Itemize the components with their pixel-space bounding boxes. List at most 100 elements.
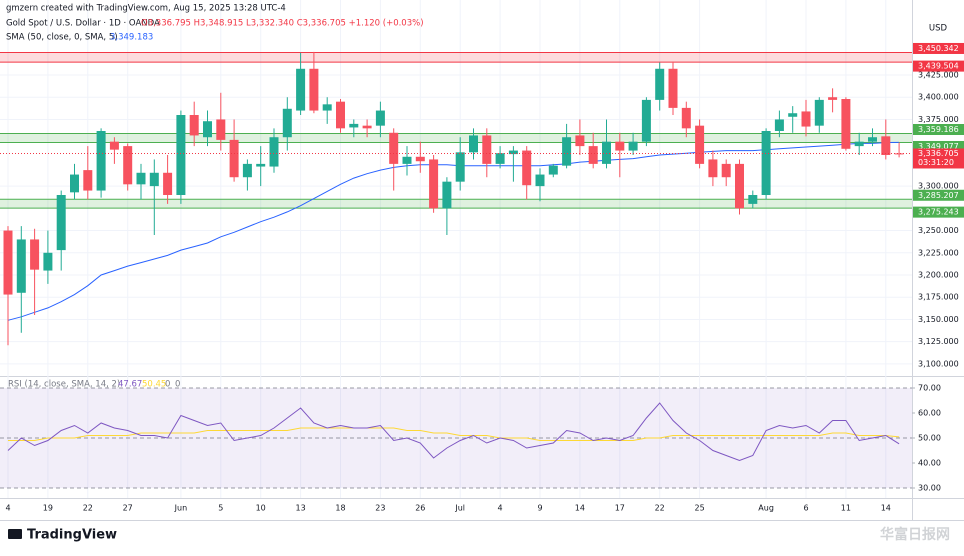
candle-body [615,141,625,151]
price-tag-label: 3,336.705 [918,149,959,158]
candle-body [814,99,824,126]
price-tag-label: 3,450.342 [918,44,959,53]
candle-body [429,159,439,209]
x-tick-label: 13 [296,504,306,513]
candle-body [16,239,26,293]
y-tick-label: 60.00 [918,409,941,418]
candle-body [562,137,572,166]
x-tick-label: Jul [454,504,465,513]
rsi-legend-extra: 0 [165,380,170,390]
y-tick-label: 40.00 [918,459,941,468]
candle-body [628,141,638,151]
x-tick-label: 19 [43,504,53,513]
price-tag [913,124,964,136]
candle-body [30,239,40,270]
price-tag-label: 3,285.207 [918,191,959,200]
candle-body [96,131,106,191]
x-tick-label: 4 [5,504,10,513]
x-tick-label: 27 [123,504,133,513]
candle-body [881,136,891,155]
x-tick-label: 25 [695,504,705,513]
candle-body [109,141,119,150]
rsi-sma-legend-value: 50.45 [142,380,166,390]
candle-body [695,125,705,164]
y-tick-label: 3,250.000 [918,226,959,235]
x-tick-label: 18 [335,504,345,513]
rsi-legend-value: 47.67 [118,380,142,390]
x-tick-label: 23 [375,504,385,513]
x-tick-label: Aug [758,504,774,513]
zone [0,133,912,143]
y-tick-label: 30.00 [918,484,941,493]
candle-body [602,141,611,164]
y-tick-label: 3,400.000 [918,93,959,102]
candle-body [588,146,598,164]
candle-body [389,132,399,164]
candle-body [123,146,133,185]
y-tick-label: 3,200.000 [918,271,959,280]
candle-body [522,150,532,186]
countdown-label: 03:31:20 [918,158,954,167]
candle-body [482,135,492,164]
price-tag-label: 3,359.186 [918,125,959,134]
candle-body [269,137,279,167]
currency: USD [929,24,948,34]
y-tick-label: 70.00 [918,384,941,393]
candle-body [375,110,385,126]
y-tick-label: 3,150.000 [918,315,959,324]
x-tick-label: 22 [655,504,665,513]
y-tick-label: 3,300.000 [918,182,959,191]
candle-body [708,159,718,178]
x-tick-label: 26 [415,504,425,513]
x-tick-label: 5 [218,504,223,513]
candle-body [216,119,226,140]
candle-body [189,115,199,136]
rsi-line [7,402,900,462]
candle-body [163,172,173,195]
rsi-sma-line [8,427,900,441]
candle-body [894,153,904,155]
candle-body [655,68,665,100]
candle-body [641,99,651,142]
sma-line [7,141,900,321]
x-tick-label: 14 [575,504,585,513]
candle-body [761,131,771,195]
sma-legend: SMA (50, close, 0, SMA, 5) [6,33,118,43]
x-tick-label: 4 [498,504,503,513]
candle-body [774,119,784,131]
attribution: gmzern created with TradingView.com, Aug… [6,4,286,14]
candle-body [402,156,412,164]
candle-body [548,165,558,175]
candle-body [508,150,518,155]
candle-body [362,125,372,129]
candle-body [455,152,465,182]
y-tick-label: 3,175.000 [918,293,959,302]
price-tag [913,60,964,72]
candle-body [242,163,252,178]
rsi-legend-extra: 0 [175,380,180,390]
rsi-legend: RSI (14, close, SMA, 14, 2) [8,380,120,390]
y-tick-label: 50.00 [918,434,941,443]
price-tag [913,140,964,152]
x-tick-label: 6 [803,504,808,513]
candle-body [3,230,13,295]
x-tick-label: 11 [841,504,851,513]
x-tick-label: 10 [256,504,266,513]
candle-body [469,135,478,153]
candle-body [149,172,159,187]
candle-body [788,113,798,117]
price-tag [913,42,964,54]
zone [0,199,912,209]
candle-body [495,153,505,164]
symbol-title: Gold Spot / U.S. Dollar · 1D · OANDA [6,19,160,29]
candle-body [176,115,186,195]
candle-body [801,111,811,127]
candle-body [309,68,319,111]
candle-body [229,139,239,178]
candle-body [282,108,292,138]
price-tag-label: 3,439.504 [918,62,959,71]
x-tick-label: 9 [537,504,542,513]
y-tick-label: 3,375.000 [918,115,959,124]
y-tick-label: 3,425.000 [918,71,959,80]
